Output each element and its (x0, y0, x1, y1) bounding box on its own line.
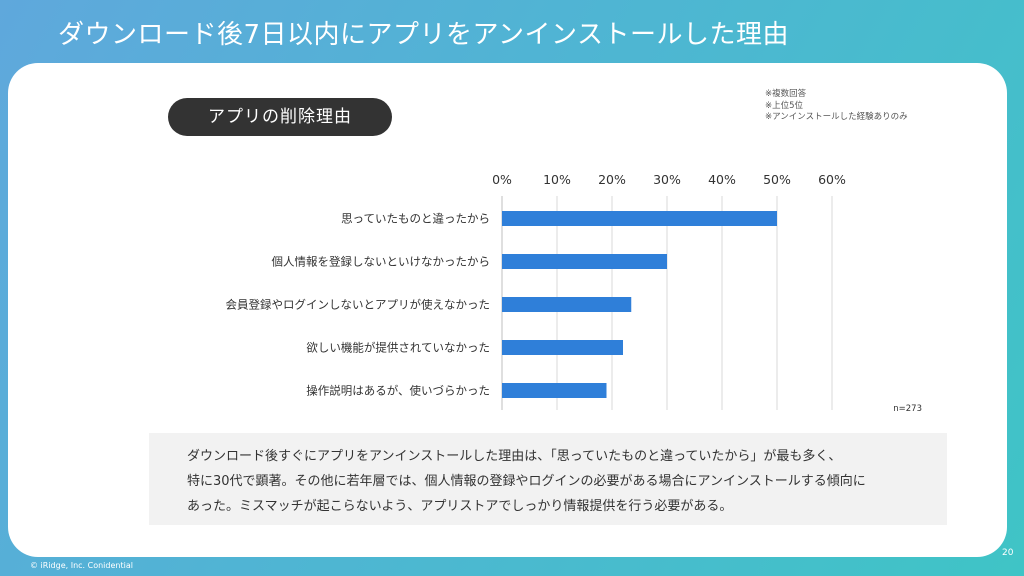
summary-line: ダウンロード後すぐにアプリをアンインストールした理由は、「思っていたものと違って… (187, 449, 842, 464)
summary-box: ダウンロード後すぐにアプリをアンインストールした理由は、「思っていたものと違って… (149, 433, 947, 525)
category-label: 操作説明はあるが、使いづらかった (306, 384, 490, 398)
chart-notes: ※複数回答 ※上位5位 ※アンインストールした経験ありのみ (765, 89, 908, 124)
x-tick-label: 40% (708, 172, 736, 187)
category-label: 思っていたものと違ったから (341, 212, 490, 226)
slide-title: ダウンロード後7日以内にアプリをアンインストールした理由 (58, 20, 789, 50)
note-uninstall-experience-only: ※アンインストールした経験ありのみ (765, 112, 908, 122)
copyright-text: © iRidge, Inc. Conidential (30, 561, 133, 570)
content-card: アプリの削除理由 ※複数回答 ※上位5位 ※アンインストールした経験ありのみ 0… (8, 63, 1007, 557)
category-label: 会員登録やログインしないとアプリが使えなかった (226, 298, 491, 312)
x-tick-label: 0% (492, 172, 512, 187)
category-label: 欲しい機能が提供されていなかった (306, 341, 490, 355)
page-number: 20 (1002, 548, 1014, 558)
x-tick-label: 60% (818, 172, 846, 187)
section-label: アプリの削除理由 (168, 98, 392, 136)
summary-line: 特に30代で顕著。その他に若年層では、個人情報の登録やログインの必要がある場合に… (187, 474, 866, 489)
x-tick-label: 10% (543, 172, 571, 187)
bar-chart: 0% 10% 20% 30% 40% 50% 60% 思っていたものと違ったから個人情報を登録… (226, 172, 923, 414)
note-top-five: ※上位5位 (765, 100, 804, 111)
sample-size-label: n=273 (893, 404, 922, 414)
summary-text: ダウンロード後すぐにアプリをアンインストールした理由は、「思っていたものと違って… (187, 444, 937, 519)
x-tick-label: 20% (598, 172, 626, 187)
summary-line: あった。ミスマッチが起こらないよう、アプリストアでしっかり情報提供を行う必要があ… (187, 499, 733, 514)
x-tick-label: 50% (763, 172, 791, 187)
bar (502, 340, 623, 355)
category-label: 個人情報を登録しないといけなかったから (272, 255, 491, 269)
bar (502, 254, 667, 269)
note-multiple-answers: ※複数回答 (765, 89, 807, 99)
bar (502, 211, 777, 226)
bar (502, 297, 632, 312)
bar (502, 383, 607, 398)
x-tick-label: 30% (653, 172, 681, 187)
